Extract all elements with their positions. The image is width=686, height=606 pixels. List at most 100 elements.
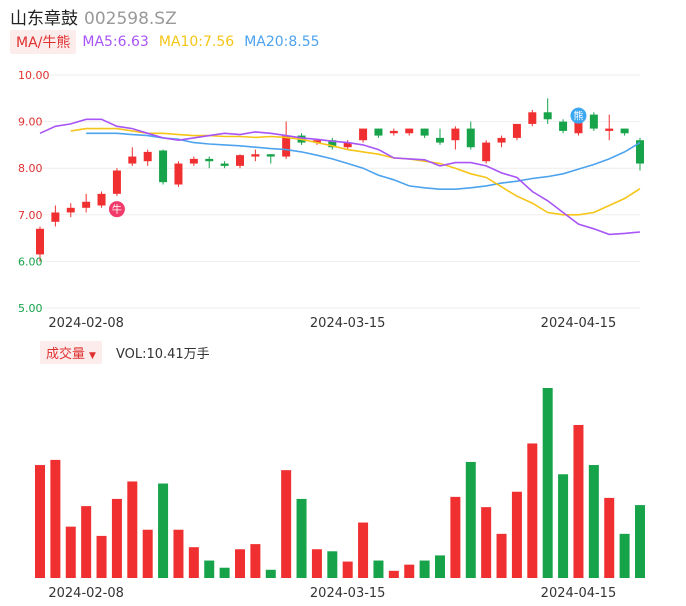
volume-bar [81,506,92,578]
volume-bar [281,470,292,578]
volume-bars [35,388,645,578]
candle-body [205,158,214,162]
volume-bar [327,551,338,578]
volume-button-label: 成交量 [46,346,86,362]
volume-bar [635,505,645,578]
volume-bar [588,465,599,578]
candle-body [589,114,598,129]
stock-code: 002598.SZ [84,9,177,29]
candle-body [620,128,629,134]
candle-body [420,128,429,136]
candle-body [374,128,383,136]
signal-badge [570,107,587,124]
candle-body [189,158,198,164]
date-tick-label: 2024-04-15 [541,316,617,331]
candle-body [128,156,137,164]
volume-bar [35,465,45,578]
ma10-legend: MA10:7.56 [158,34,235,50]
candle-body [436,137,444,143]
ma-legend: MA/牛熊 MA5:6.63 MA10:7.56 MA20:8.55 [10,30,330,54]
volume-bar [404,564,415,578]
candle-body [82,201,91,208]
volume-date-tick-label: 2024-02-08 [48,586,124,601]
volume-bar [358,522,369,578]
volume-bar [435,555,445,578]
stock-name: 山东章鼓 [10,9,78,29]
volume-bar [604,497,615,578]
volume-bar [250,544,261,578]
ma5-legend: MA5:6.63 [82,34,149,50]
price-date-ticks: 2024-02-08 2024-03-15 2024-04-15 [48,316,616,331]
candle-body [451,128,460,141]
volume-bar [235,549,245,578]
volume-bar [311,549,322,578]
volume-bar [496,533,507,578]
candle-body [36,228,44,255]
volume-bar [527,443,538,578]
candle-body [482,142,491,162]
volume-bar [265,569,276,578]
candle-body [359,128,368,141]
volume-bar [204,560,215,578]
ma10-line [70,127,641,216]
candle-body [497,137,506,143]
candle-body [559,121,568,131]
candle-body [389,130,398,134]
volume-legend: 成交量 ▼ VOL:10.41万手 [40,340,210,364]
candle-body [343,142,352,148]
candle-body [328,140,337,148]
candles [36,98,644,262]
volume-bar [573,424,584,578]
volume-bar [96,535,107,578]
price-tick-label: 9.00 [18,116,43,129]
candle-body [528,112,537,124]
volume-bar [450,496,461,578]
candle-body [159,150,168,183]
volume-bar [65,526,76,578]
volume-bar [511,491,522,578]
candle-body [251,154,260,157]
signal-badge-text: 牛 [112,203,122,216]
signal-badge-text: 熊 [573,110,583,123]
volume-bar [50,459,61,578]
volume-bar [219,567,230,578]
date-tick-label: 2024-02-08 [48,316,124,331]
candle-body [512,123,521,138]
volume-date-ticks: 2024-02-08 2024-03-15 2024-04-15 [48,586,616,601]
triangle-down-icon: ▼ [89,350,96,361]
candle-body [605,128,614,131]
volume-bar [619,533,630,578]
candle-body [636,140,644,164]
volume-bar [142,529,153,578]
candle-body [220,163,229,166]
ma20-legend: MA20:8.55 [244,34,320,50]
stock-title: 山东章鼓 002598.SZ [10,4,177,29]
volume-toggle-button[interactable]: 成交量 ▼ [40,340,102,364]
price-grid [32,74,640,309]
volume-bar [188,547,199,578]
candle-body [282,135,291,157]
candle-body [466,128,475,148]
ma-toggle-button[interactable]: MA/牛熊 [10,30,77,54]
ma-lines [39,118,641,236]
price-tick-label: 7.00 [18,209,43,222]
price-tick-label: 8.00 [18,162,43,175]
volume-bar [127,481,138,578]
volume-bar [481,507,492,578]
volume-bar [558,474,569,578]
volume-bar [388,570,399,578]
volume-value: VOL:10.41万手 [115,346,210,362]
candle-body [143,151,152,162]
candle-body [266,154,275,157]
candle-body [174,163,183,185]
candle-body [97,193,106,206]
candle-body [543,112,552,120]
volume-bar [111,498,122,578]
volume-bar [158,483,169,578]
candle-body [405,128,414,134]
candle-body [236,155,244,166]
badges: 牛熊 [108,107,587,218]
price-tick-label: 5.00 [18,302,43,315]
volume-bar [296,498,307,578]
